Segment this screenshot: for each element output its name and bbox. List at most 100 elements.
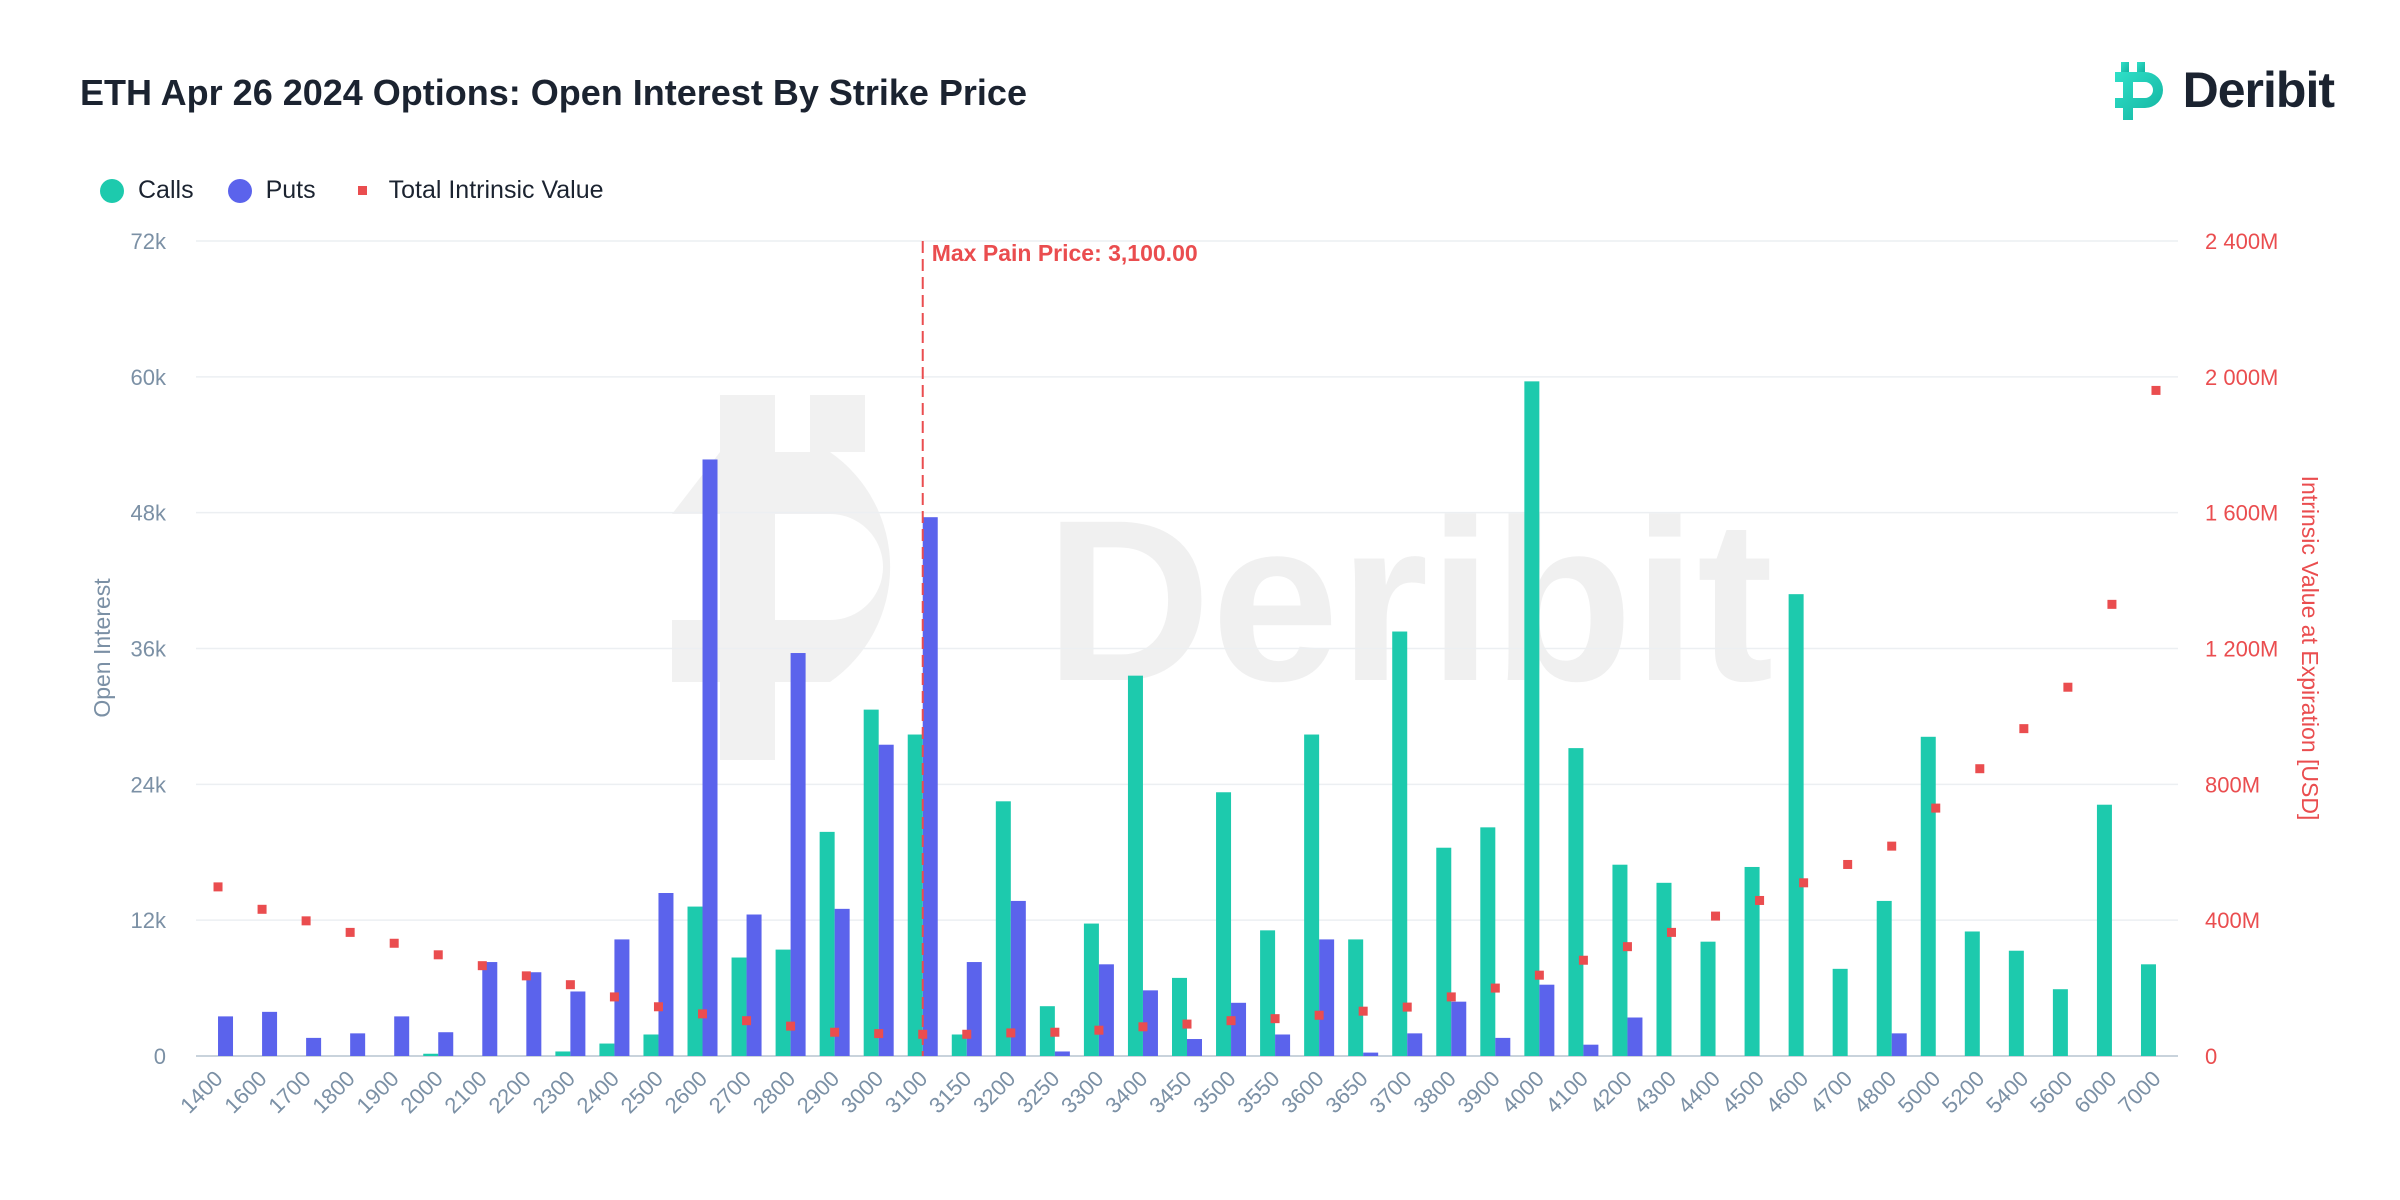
logo-text: Deribit (2182, 62, 2335, 118)
intrinsic-point (1358, 1006, 1368, 1016)
x-tick-label: 2000 (395, 1066, 447, 1118)
y2-axis-title: Intrinsic Value at Expiration [USD] (2297, 476, 2323, 821)
bar-calls (1788, 594, 1804, 1056)
intrinsic-point (345, 927, 355, 937)
bar-calls (1083, 923, 1099, 1056)
y-tick-label: 48k (131, 501, 167, 526)
intrinsic-point (1975, 764, 1985, 774)
intrinsic-point (742, 1016, 752, 1026)
legend-puts-label: Puts (265, 176, 316, 204)
x-tick-label: 3150 (924, 1066, 976, 1118)
intrinsic-point (1182, 1019, 1192, 1029)
x-tick-label: 2900 (792, 1066, 844, 1118)
bar-puts (1319, 939, 1335, 1056)
bar-puts (570, 991, 586, 1056)
intrinsic-point (1138, 1022, 1148, 1032)
bar-calls (1744, 866, 1760, 1056)
bar-calls (1260, 930, 1276, 1056)
bar-calls (819, 831, 835, 1056)
x-tick-label: 4200 (1585, 1066, 1637, 1118)
bar-puts (1187, 1039, 1202, 1056)
intrinsic-point (2151, 385, 2161, 395)
x-tick-label: 2800 (748, 1066, 800, 1118)
intrinsic-point (1094, 1025, 1104, 1035)
x-tick-label: 3000 (836, 1066, 888, 1118)
bar-calls (2008, 950, 2024, 1056)
bar-puts (482, 962, 498, 1056)
x-tick-label: 2400 (572, 1066, 624, 1118)
bar-puts (1010, 900, 1026, 1056)
bar-calls (643, 1034, 659, 1056)
intrinsic-point (1578, 955, 1588, 965)
intrinsic-point (1711, 911, 1721, 921)
x-tick-label: 3450 (1144, 1066, 1196, 1118)
intrinsic-point (918, 1029, 928, 1039)
y2-tick-label: 400M (2205, 908, 2260, 933)
intrinsic-point (477, 961, 487, 971)
bar-calls (1039, 1006, 1055, 1056)
y2-tick-label: 1 200M (2205, 637, 2278, 662)
intrinsic-point (1226, 1016, 1236, 1026)
intrinsic-point (2063, 682, 2073, 692)
x-tick-label: 3550 (1232, 1066, 1284, 1118)
bar-calls (2052, 989, 2068, 1056)
y2-tick-label: 2 000M (2205, 365, 2278, 390)
intrinsic-point (389, 938, 399, 948)
bar-puts (1363, 1052, 1379, 1056)
intrinsic-point (1490, 983, 1500, 993)
x-tick-label: 3700 (1364, 1066, 1416, 1118)
x-tick-label: 2700 (704, 1066, 756, 1118)
bar-puts (790, 653, 806, 1056)
intrinsic-point (698, 1009, 708, 1019)
legend-calls-label: Calls (138, 176, 194, 204)
bar-puts (1142, 990, 1158, 1056)
bar-calls (1304, 734, 1320, 1056)
x-tick-label: 2200 (484, 1066, 536, 1118)
bar-puts (394, 1016, 410, 1056)
y2-tick-label: 1 600M (2205, 501, 2278, 526)
bar-puts (1231, 1002, 1247, 1056)
x-tick-label: 1700 (263, 1066, 315, 1118)
bar-puts (834, 908, 850, 1056)
intrinsic-point (2019, 724, 2029, 734)
bar-puts (878, 744, 894, 1056)
y-tick-label: 36k (131, 637, 167, 662)
x-tick-label: 2600 (660, 1066, 712, 1118)
legend-intrinsic-label: Total Intrinsic Value (388, 176, 604, 204)
legend-intrinsic-marker (357, 186, 367, 195)
bar-puts (526, 972, 542, 1056)
bar-calls (1832, 968, 1848, 1056)
x-tick-label: 3900 (1453, 1066, 1505, 1118)
bar-calls (1964, 931, 1980, 1056)
y2-tick-label: 2 400M (2205, 229, 2278, 254)
y-tick-label: 72k (131, 229, 167, 254)
bar-calls (995, 801, 1011, 1056)
intrinsic-point (1050, 1027, 1060, 1037)
bar-calls (1656, 882, 1672, 1056)
x-tick-label: 1800 (307, 1066, 359, 1118)
bar-puts (218, 1016, 234, 1056)
x-tick-label: 3650 (1320, 1066, 1372, 1118)
intrinsic-point (1314, 1010, 1324, 1020)
intrinsic-point (1270, 1014, 1280, 1024)
y-tick-label: 12k (131, 908, 167, 933)
x-tick-label: 3400 (1100, 1066, 1152, 1118)
x-tick-label: 3600 (1276, 1066, 1328, 1118)
watermark-logo: Deribit (672, 395, 1773, 760)
legend-calls[interactable]: Calls (100, 176, 194, 205)
x-tick-label: 4000 (1497, 1066, 1549, 1118)
bar-puts (966, 962, 982, 1056)
intrinsic-point (257, 904, 267, 914)
bar-calls (1348, 939, 1364, 1056)
bar-calls (951, 1034, 967, 1056)
bar-calls (1127, 675, 1143, 1056)
x-tick-label: 2500 (616, 1066, 668, 1118)
bar-puts (1627, 1017, 1643, 1056)
intrinsic-point (874, 1029, 884, 1039)
bar-calls (731, 957, 747, 1056)
legend-intrinsic[interactable]: Total Intrinsic Value (350, 176, 604, 205)
x-tick-label: 1900 (351, 1066, 403, 1118)
bar-puts (438, 1032, 454, 1056)
legend-puts[interactable]: Puts (227, 176, 316, 205)
bar-calls (907, 734, 923, 1056)
